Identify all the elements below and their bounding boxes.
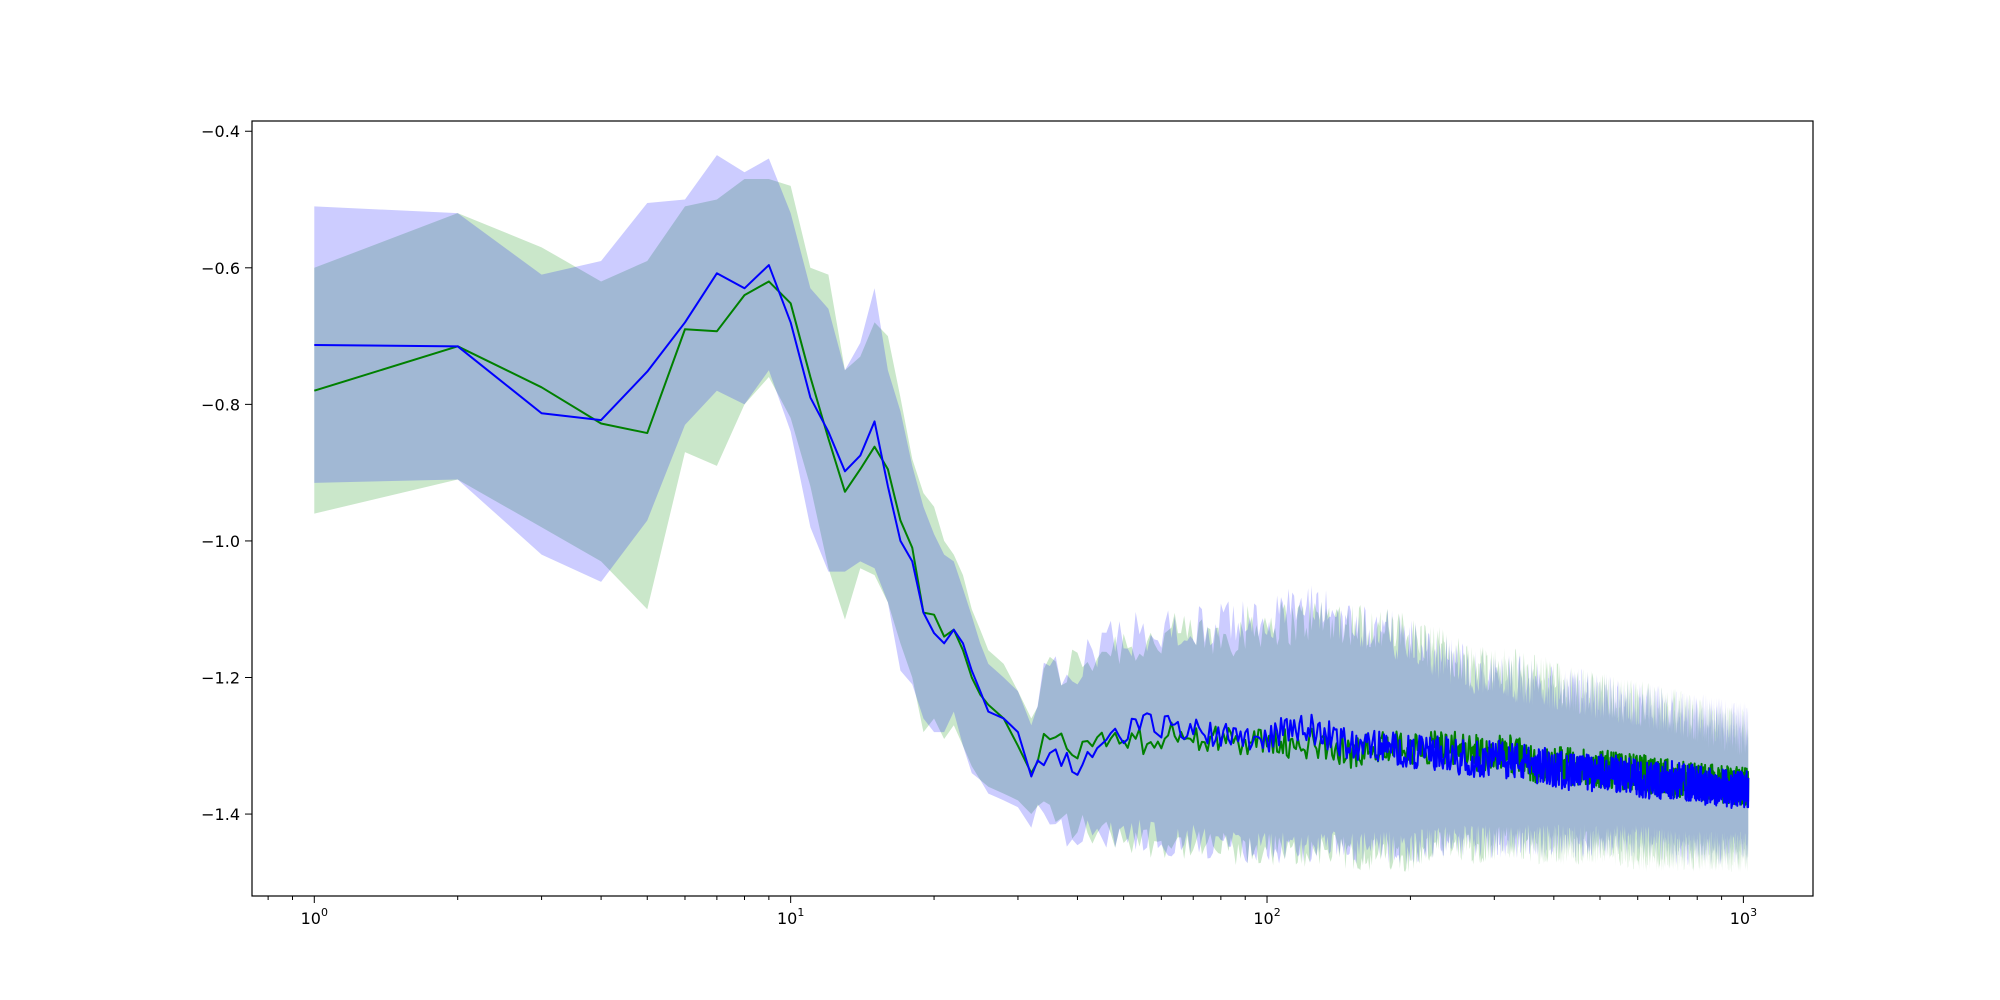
mean-lines [313, 264, 1750, 809]
confidence-bands [314, 155, 1749, 873]
series-0-band [314, 179, 1749, 873]
x-tick-label: 103 [1730, 906, 1757, 928]
y-axis: −0.4 −0.6 −0.8 −1.0 −1.2 −1.4 [201, 122, 252, 824]
x-axis: 100 101 102 103 [267, 896, 1757, 928]
y-tick-label: −0.6 [201, 259, 240, 278]
series-1-band [314, 155, 1749, 866]
y-tick-label: −0.8 [201, 395, 240, 414]
x-tick-label: 100 [301, 906, 328, 928]
y-tick-label: −0.4 [201, 122, 240, 141]
y-tick-label: −1.2 [201, 668, 240, 687]
x-tick-label: 101 [777, 906, 804, 928]
plot-frame [251, 120, 1814, 897]
x-tick-label: 102 [1253, 906, 1280, 928]
y-tick-label: −1.0 [201, 532, 240, 551]
series-1-line [314, 264, 1750, 809]
y-tick-label: −1.4 [201, 805, 240, 824]
